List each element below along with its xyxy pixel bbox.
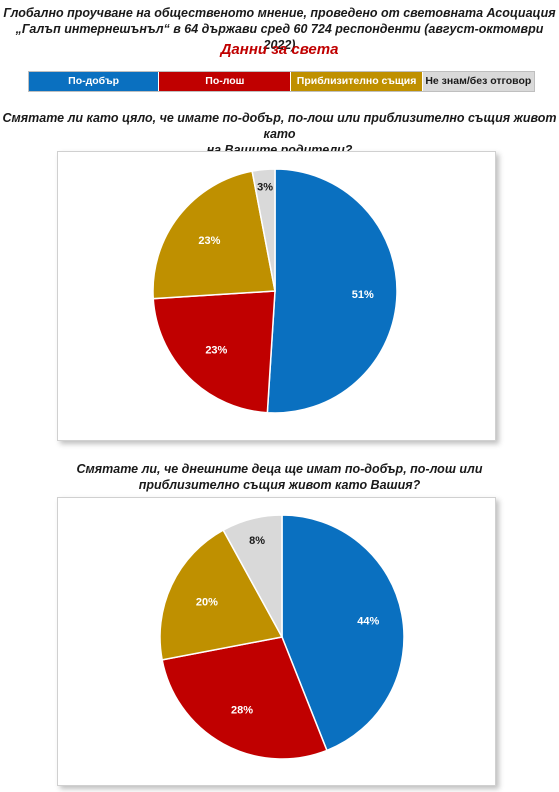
- pie-1-label-dont-know: 3%: [257, 182, 273, 194]
- pie-1-label-same: 23%: [198, 235, 220, 247]
- header-line-1: Глобално проучване на общественото мнени…: [3, 6, 556, 20]
- chart-2-panel: 44% 28% 20% 8%: [57, 497, 496, 786]
- pie-2-slice-dont-know: [222, 514, 283, 638]
- question-1-line-1: Смятате ли като цяло, че имате по-добър,…: [2, 111, 557, 141]
- chart-1-panel: 51% 23% 23% 3%: [57, 151, 496, 441]
- question-2-line-2: приблизително същия живот като Вашия?: [138, 478, 421, 492]
- pie-1-slice-worse: [152, 290, 276, 414]
- legend-item-dont-know: Не знам/без отговор: [422, 72, 534, 91]
- pie-1-slice-same: [152, 170, 276, 300]
- header-line-2: „Галъп интернешънъл“ в 64 държави сред 6…: [15, 22, 544, 52]
- pie-2-slice-better: [281, 514, 405, 752]
- pie-1-label-worse: 23%: [205, 345, 227, 357]
- pie-2-slice-worse: [161, 636, 328, 760]
- pie-2-label-same: 20%: [196, 597, 218, 609]
- question-2: Смятате ли, че днешните деца ще имат по-…: [0, 461, 559, 493]
- page-subtitle: Данни за света: [220, 41, 339, 58]
- legend-item-better: По-добър: [29, 72, 160, 91]
- legend-item-same: Приблизително същия: [291, 72, 423, 91]
- legend: По-добър По-лош Приблизително същия Не з…: [28, 71, 535, 92]
- legend-item-worse: По-лош: [159, 72, 292, 91]
- survey-header: Глобално проучване на общественото мнени…: [0, 5, 559, 53]
- pie-1-slice-dont-know: [251, 168, 276, 292]
- pie-1-label-better: 51%: [352, 289, 374, 301]
- pie-2-label-worse: 28%: [231, 705, 253, 717]
- pie-1-slice-better: [266, 168, 398, 414]
- pie-2-label-better: 44%: [357, 616, 379, 628]
- pie-chart-1: 51% 23% 23% 3%: [152, 168, 398, 414]
- pie-2-label-dont-know: 8%: [249, 535, 265, 547]
- question-2-line-1: Смятате ли, че днешните деца ще имат по-…: [76, 462, 483, 476]
- pie-2-slice-same: [159, 529, 284, 661]
- pie-chart-2: 44% 28% 20% 8%: [159, 514, 405, 760]
